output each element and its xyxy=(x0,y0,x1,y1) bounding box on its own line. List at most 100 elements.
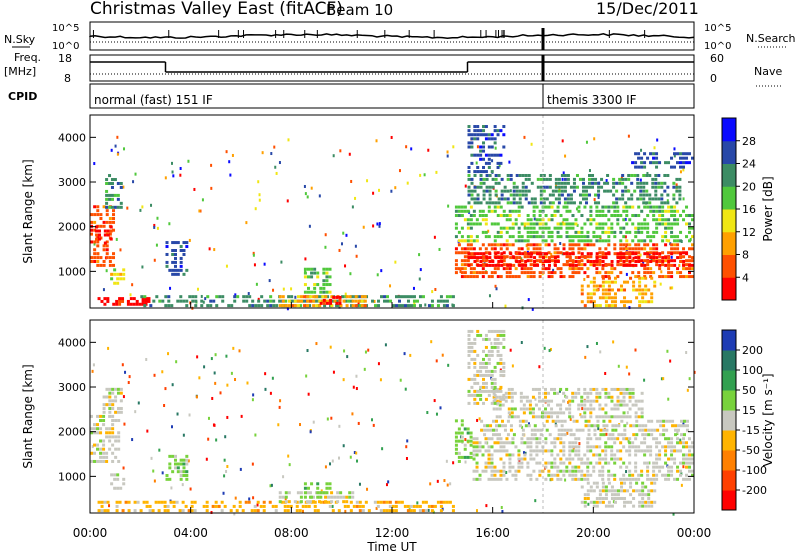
data-cell xyxy=(532,226,536,230)
data-cell xyxy=(287,295,291,299)
data-cell xyxy=(144,297,148,301)
data-cell xyxy=(607,504,611,508)
data-cell xyxy=(472,247,476,251)
data-cell xyxy=(482,256,486,260)
scatter-speckle xyxy=(433,235,436,239)
data-cell xyxy=(635,489,639,493)
data-cell xyxy=(610,259,614,263)
data-cell xyxy=(655,252,659,256)
data-cell xyxy=(445,500,449,504)
data-cell xyxy=(496,353,500,357)
data-cell xyxy=(640,226,644,230)
data-cell xyxy=(482,149,486,153)
data-cell xyxy=(467,263,471,267)
data-cell xyxy=(670,235,674,239)
data-cell xyxy=(688,477,692,481)
data-cell xyxy=(467,256,471,260)
data-cell xyxy=(578,177,582,181)
data-cell xyxy=(493,141,497,145)
data-cell xyxy=(281,304,285,308)
data-cell xyxy=(581,197,585,201)
data-cell xyxy=(165,474,169,478)
data-cell xyxy=(463,263,467,267)
data-cell xyxy=(553,256,557,260)
data-cell xyxy=(526,243,530,247)
data-cell xyxy=(185,470,189,474)
data-cell xyxy=(688,255,692,259)
data-cell xyxy=(508,235,512,239)
data-cell xyxy=(113,473,117,477)
data-cell xyxy=(604,263,608,267)
data-cell xyxy=(103,297,107,301)
data-cell xyxy=(673,247,677,251)
data-cell xyxy=(538,218,542,222)
data-cell xyxy=(454,271,458,275)
data-cell xyxy=(635,419,639,423)
data-cell xyxy=(631,403,635,407)
scatter-speckle xyxy=(501,509,504,513)
data-cell xyxy=(595,239,599,243)
data-cell xyxy=(598,407,602,411)
data-cell xyxy=(628,259,632,263)
data-cell xyxy=(667,205,671,209)
data-cell xyxy=(316,509,320,513)
data-cell xyxy=(638,276,642,280)
data-cell xyxy=(598,247,602,251)
data-cell xyxy=(577,465,581,469)
data-cell xyxy=(342,500,346,504)
data-cell xyxy=(592,259,596,263)
data-cell xyxy=(493,222,497,226)
data-cell xyxy=(598,296,602,300)
data-cell xyxy=(312,295,316,299)
data-cell xyxy=(499,389,503,393)
data-cell xyxy=(497,256,501,260)
data-cell xyxy=(620,288,624,292)
data-cell xyxy=(479,333,483,337)
data-cell xyxy=(205,509,209,513)
data-cell xyxy=(548,201,552,205)
data-cell xyxy=(93,431,97,435)
data-cell xyxy=(610,445,614,449)
data-cell xyxy=(111,391,115,395)
scatter-speckle xyxy=(176,412,179,416)
data-cell xyxy=(571,259,575,263)
data-cell xyxy=(482,165,486,169)
data-cell xyxy=(542,263,546,267)
data-cell xyxy=(515,189,519,193)
data-cell xyxy=(640,407,644,411)
data-cell xyxy=(439,500,443,504)
data-cell xyxy=(646,267,650,271)
data-cell xyxy=(90,414,93,418)
data-cell xyxy=(649,477,653,481)
scatter-speckle xyxy=(561,139,564,143)
data-cell xyxy=(649,275,653,279)
data-cell xyxy=(589,292,593,296)
data-cell xyxy=(553,437,557,441)
data-cell xyxy=(322,267,326,271)
data-cell xyxy=(467,333,471,337)
data-cell xyxy=(448,295,452,299)
data-cell xyxy=(488,173,492,177)
scatter-speckle xyxy=(639,178,642,182)
data-cell xyxy=(494,256,498,260)
data-cell xyxy=(469,435,473,439)
scatter-speckle xyxy=(358,482,361,486)
data-cell xyxy=(467,337,471,341)
data-cell xyxy=(119,410,123,414)
scatter-speckle xyxy=(258,198,261,202)
data-cell xyxy=(194,299,198,303)
data-cell xyxy=(583,243,587,247)
scatter-speckle xyxy=(429,482,432,486)
data-cell xyxy=(601,457,605,461)
data-cell xyxy=(563,185,567,189)
scatter-speckle xyxy=(343,349,346,353)
scatter-speckle xyxy=(585,140,588,144)
data-cell xyxy=(93,240,97,244)
data-cell xyxy=(445,299,449,303)
data-cell xyxy=(604,411,608,415)
data-cell xyxy=(610,395,614,399)
scatter-speckle xyxy=(207,437,210,441)
x-tick-label: 00:00 xyxy=(677,526,712,540)
data-cell xyxy=(502,329,506,333)
scatter-speckle xyxy=(337,456,340,460)
